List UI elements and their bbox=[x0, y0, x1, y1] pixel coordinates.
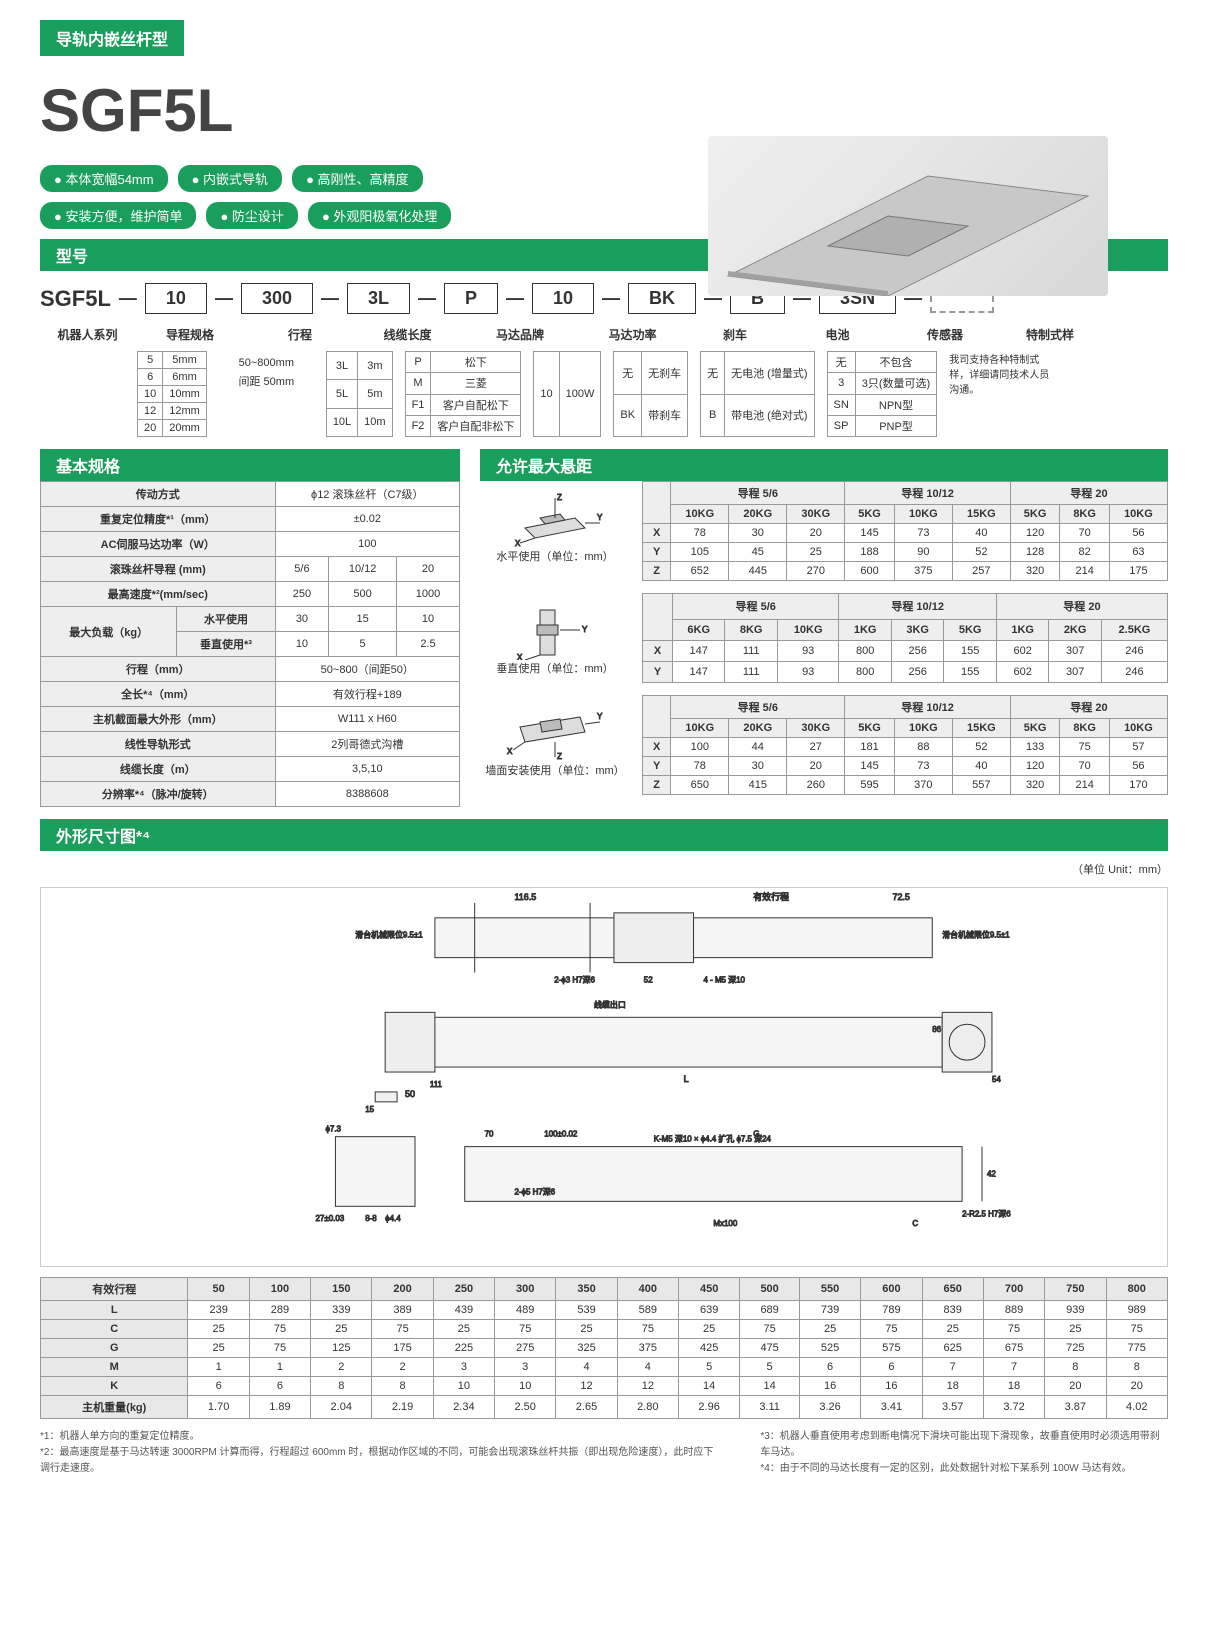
svg-text:X: X bbox=[515, 539, 521, 548]
svg-text:4 - M5 深10: 4 - M5 深10 bbox=[703, 976, 745, 985]
svg-text:Z: Z bbox=[557, 752, 562, 761]
footnotes: *1：机器人单方向的重复定位精度。*2：最高速度是基于马达转速 3000RPM … bbox=[40, 1429, 1168, 1477]
feature-tag: ● 防尘设计 bbox=[206, 202, 297, 229]
feature-tag: ● 本体宽幅54mm bbox=[40, 165, 168, 192]
svg-text:100±0.02: 100±0.02 bbox=[544, 1130, 578, 1139]
model-segment: 300 bbox=[241, 283, 313, 314]
param-label: 电池 bbox=[785, 326, 890, 343]
config-table: 无无刹车BK带刹车 bbox=[613, 351, 688, 437]
config-table: P松下M三菱F1客户自配松下F2客户自配非松下 bbox=[405, 351, 522, 437]
svg-text:线缆出口: 线缆出口 bbox=[594, 999, 626, 1009]
svg-text:70: 70 bbox=[485, 1130, 494, 1139]
svg-text:111: 111 bbox=[430, 1080, 443, 1089]
feature-tag: ● 安装方便，维护简单 bbox=[40, 202, 196, 229]
svg-text:54: 54 bbox=[992, 1075, 1001, 1084]
svg-text:52: 52 bbox=[644, 976, 653, 985]
svg-text:C: C bbox=[912, 1219, 918, 1228]
product-image-placeholder bbox=[708, 136, 1108, 296]
param-label: 线缆长度 bbox=[355, 326, 460, 343]
svg-text:2-ϕ5 H7深6: 2-ϕ5 H7深6 bbox=[514, 1187, 555, 1196]
model-prefix: SGF5L bbox=[40, 286, 111, 312]
section-basic: 基本规格 bbox=[40, 449, 460, 481]
product-name: SGF5L bbox=[40, 76, 1168, 145]
param-label: 导程规格 bbox=[135, 326, 245, 343]
config-table: 10100W bbox=[533, 351, 601, 437]
svg-text:有效行程: 有效行程 bbox=[753, 891, 789, 902]
svg-text:ϕ4.4: ϕ4.4 bbox=[385, 1214, 401, 1223]
svg-text:Y: Y bbox=[597, 712, 603, 721]
param-label: 行程 bbox=[245, 326, 355, 343]
svg-text:42: 42 bbox=[987, 1169, 996, 1178]
overhang-table: 导程 5/6导程 10/12导程 206KG8KG10KG1KG3KG5KG1K… bbox=[642, 593, 1168, 683]
svg-text:8-8: 8-8 bbox=[365, 1214, 377, 1223]
svg-text:滑台机械限位9.5±1: 滑台机械限位9.5±1 bbox=[942, 930, 1010, 940]
svg-text:滑台机械限位9.5±1: 滑台机械限位9.5±1 bbox=[355, 930, 423, 940]
model-segment: 10 bbox=[145, 283, 207, 314]
svg-text:50: 50 bbox=[405, 1089, 415, 1099]
param-label: 刹车 bbox=[685, 326, 785, 343]
usage-diagram: YX垂直使用（单位：mm） bbox=[480, 593, 630, 683]
dimension-table: 有效行程501001502002503003504004505005506006… bbox=[40, 1277, 1168, 1419]
dimension-drawing: 116.5 有效行程 72.5 滑台机械限位9.5±1 滑台机械限位9.5±1 … bbox=[40, 887, 1168, 1267]
svg-text:Y: Y bbox=[597, 513, 603, 522]
overhang-table: 导程 5/6导程 10/12导程 2010KG20KG30KG5KG10KG15… bbox=[642, 695, 1168, 795]
param-label: 特制式样 bbox=[1000, 326, 1100, 343]
svg-text:X: X bbox=[517, 653, 523, 660]
param-label: 马达功率 bbox=[580, 326, 685, 343]
svg-text:2-R2.5 H7深6: 2-R2.5 H7深6 bbox=[962, 1209, 1011, 1218]
param-label: 马达品牌 bbox=[460, 326, 580, 343]
model-segment: 3L bbox=[347, 283, 410, 314]
header-band: 导轨内嵌丝杆型 bbox=[40, 20, 184, 56]
model-segment: P bbox=[444, 283, 498, 314]
feature-tag: ● 外观阳极氧化处理 bbox=[308, 202, 451, 229]
svg-text:Mx100: Mx100 bbox=[713, 1219, 737, 1228]
svg-text:K-M5 深10 × ϕ4.4 扩孔 ϕ7.5 深24: K-M5 深10 × ϕ4.4 扩孔 ϕ7.5 深24 bbox=[654, 1134, 772, 1144]
config-table: 无无电池 (增量式)B带电池 (绝对式) bbox=[700, 351, 814, 437]
model-segment: BK bbox=[628, 283, 696, 314]
param-label: 机器人系列 bbox=[40, 326, 135, 343]
svg-text:Z: Z bbox=[557, 493, 562, 502]
unit-note: （单位 Unit：mm） bbox=[40, 861, 1168, 877]
basic-spec-table: 传动方式ϕ12 滚珠丝杆（C7级）重复定位精度*¹（mm）±0.02AC伺服马达… bbox=[40, 481, 460, 807]
svg-text:2-ϕ3 H7深6: 2-ϕ3 H7深6 bbox=[554, 976, 595, 985]
config-table: 无不包含33只(数量可选)SNNPN型SPPNP型 bbox=[827, 351, 938, 437]
overhang-table: 导程 5/6导程 10/12导程 2010KG20KG30KG5KG10KG15… bbox=[642, 481, 1168, 581]
usage-diagram: YZX墙面安装使用（单位：mm） bbox=[480, 695, 630, 785]
svg-text:Y: Y bbox=[582, 625, 588, 634]
feature-tag: ● 内嵌式导轨 bbox=[178, 165, 282, 192]
svg-text:116.5: 116.5 bbox=[514, 892, 536, 902]
config-table: 3L3m5L5m10L10m bbox=[326, 351, 393, 437]
usage-diagram: ZYX水平使用（单位：mm） bbox=[480, 481, 630, 571]
model-segment: 10 bbox=[532, 283, 594, 314]
section-dim: 外形尺寸图*⁴ bbox=[40, 819, 1168, 851]
svg-text:27±0.03: 27±0.03 bbox=[316, 1214, 345, 1223]
svg-text:X: X bbox=[507, 747, 513, 756]
svg-text:L: L bbox=[684, 1074, 689, 1084]
svg-text:86: 86 bbox=[932, 1025, 941, 1034]
feature-tag: ● 高刚性、高精度 bbox=[292, 165, 422, 192]
config-table: 55mm66mm1010mm1212mm2020mm bbox=[137, 351, 207, 437]
section-overhang: 允许最大悬距 bbox=[480, 449, 1168, 481]
svg-text:ϕ7.3: ϕ7.3 bbox=[325, 1125, 341, 1134]
svg-text:72.5: 72.5 bbox=[892, 892, 909, 902]
svg-text:15: 15 bbox=[365, 1105, 374, 1114]
param-label: 传感器 bbox=[890, 326, 1000, 343]
